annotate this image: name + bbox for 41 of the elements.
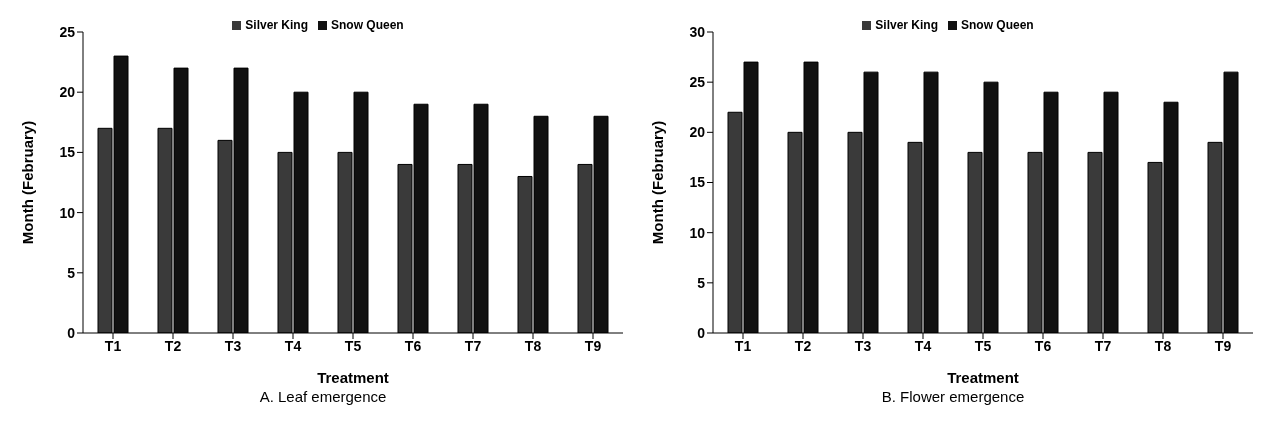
y-tick-label: 25 bbox=[689, 74, 706, 91]
x-tick-label: T5 bbox=[344, 337, 362, 354]
x-tick-label: T4 bbox=[914, 337, 932, 354]
text: A. Leaf emergence bbox=[258, 388, 388, 405]
y-tick-label: 20 bbox=[59, 84, 76, 101]
y-tick-label: 0 bbox=[697, 324, 706, 341]
y-tick-label: 25 bbox=[59, 23, 76, 40]
x-tick-label: T2 bbox=[794, 337, 812, 354]
y-tick-label: 10 bbox=[59, 204, 76, 221]
x-tick-label: T5 bbox=[974, 337, 992, 354]
x-tick-label: T6 bbox=[1034, 337, 1052, 354]
x-tick-label: T8 bbox=[524, 337, 542, 354]
x-axis-title: Treatment bbox=[947, 369, 1019, 386]
x-tick-label: T3 bbox=[854, 337, 872, 354]
y-tick-label: 0 bbox=[67, 324, 76, 341]
x-tick-label: T6 bbox=[404, 337, 422, 354]
x-tick-label: T9 bbox=[584, 337, 602, 354]
y-tick-label: 5 bbox=[697, 274, 706, 291]
x-tick-label: T8 bbox=[1154, 337, 1172, 354]
x-tick-label: T3 bbox=[224, 337, 242, 354]
y-tick-label: 10 bbox=[689, 224, 706, 241]
x-tick-label: T9 bbox=[1214, 337, 1232, 354]
legend-label: Silver King bbox=[875, 18, 938, 32]
x-axis-title: Treatment bbox=[317, 369, 389, 386]
y-tick-label: 30 bbox=[689, 23, 706, 40]
x-tick-label: T2 bbox=[164, 337, 182, 354]
y-axis-title: Month (February) bbox=[19, 120, 37, 245]
x-tick-label: T1 bbox=[734, 337, 752, 354]
legend-label: Snow Queen bbox=[331, 18, 404, 32]
x-tick-label: T1 bbox=[104, 337, 122, 354]
y-tick-label: 15 bbox=[689, 174, 706, 191]
y-axis-title: Month (February) bbox=[649, 120, 667, 245]
x-tick-label: T4 bbox=[284, 337, 302, 354]
legend-label: Silver King bbox=[245, 18, 308, 32]
legend-label: Snow Queen bbox=[961, 18, 1034, 32]
y-tick-label: 15 bbox=[59, 144, 76, 161]
text: B. Flower emergence bbox=[880, 388, 1026, 405]
x-tick-label: T7 bbox=[1094, 337, 1112, 354]
x-tick-label: T7 bbox=[464, 337, 482, 354]
y-tick-label: 5 bbox=[67, 264, 76, 281]
y-tick-label: 20 bbox=[689, 124, 706, 141]
